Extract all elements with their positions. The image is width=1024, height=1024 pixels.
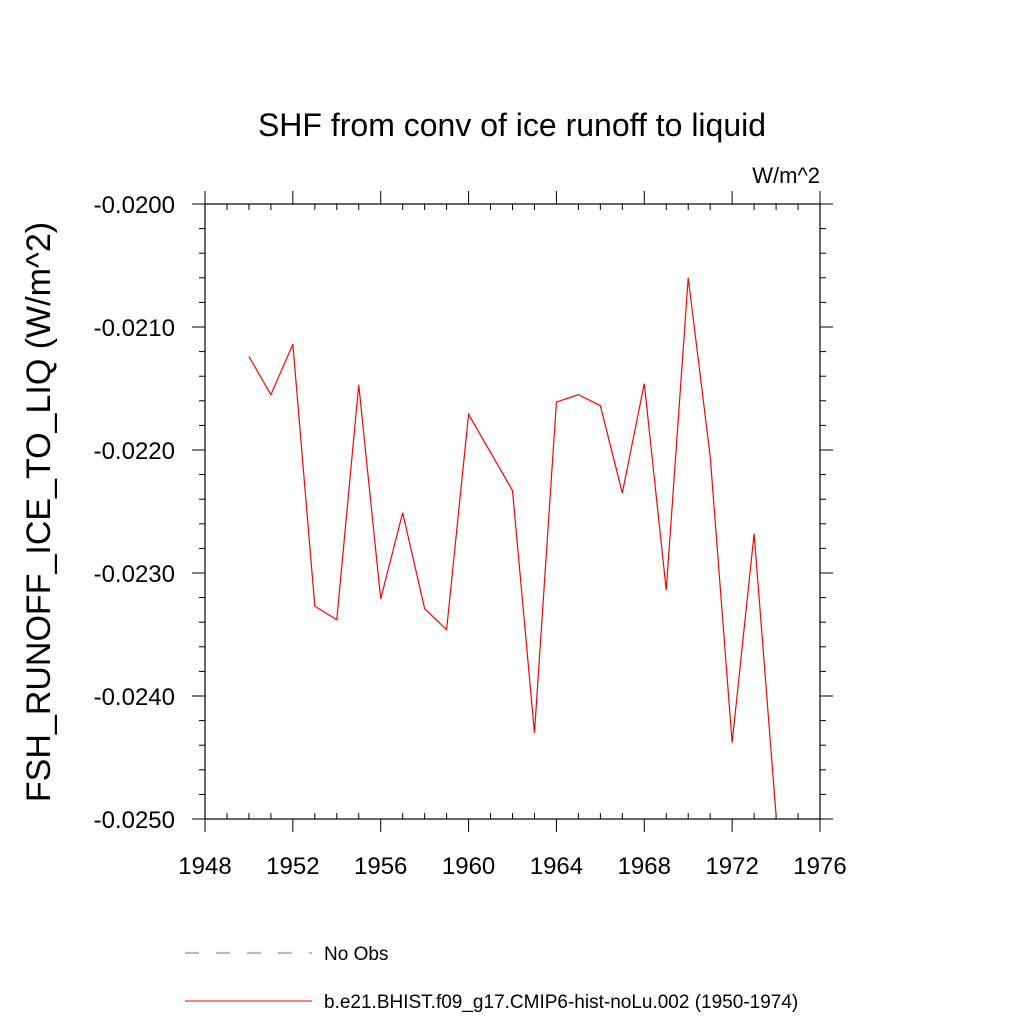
x-tick-label: 1972 <box>705 853 758 880</box>
x-tick-label: 1956 <box>354 853 407 880</box>
y-tick-label: -0.0230 <box>94 561 175 588</box>
y-tick-label: -0.0220 <box>94 438 175 465</box>
x-tick-label: 1952 <box>266 853 319 880</box>
y-tick-label: -0.0240 <box>94 684 175 711</box>
x-tick-label: 1964 <box>530 853 583 880</box>
x-tick-label: 1948 <box>178 853 231 880</box>
chart-title: SHF from conv of ice runoff to liquid <box>258 107 766 143</box>
y-tick-label: -0.0210 <box>94 315 175 342</box>
series-line <box>248 277 777 816</box>
y-axis-label: FSH_RUNOFF_ICE_TO_LIQ (W/m^2) <box>20 222 58 802</box>
axis-ticks <box>192 191 833 832</box>
x-tick-label: 1960 <box>442 853 495 880</box>
plot-frame <box>204 203 821 820</box>
x-tick-label: 1968 <box>618 853 671 880</box>
y-tick-labels: -0.0200 -0.0210 -0.0220 -0.0230 -0.0240 -0.02… <box>94 192 175 834</box>
legend-no-obs-label: No Obs <box>324 944 388 965</box>
series-layer <box>248 277 777 816</box>
y-tick-label: -0.0250 <box>94 807 175 834</box>
legend: No Obs b.e21.BHIST.f09_g17.CMIP6-hist-no… <box>185 944 798 1013</box>
units-label: W/m^2 <box>752 163 820 188</box>
legend-series-label: b.e21.BHIST.f09_g17.CMIP6-hist-noLu.002 … <box>324 992 798 1013</box>
x-tick-labels: 1948 1952 1956 1960 1964 1968 1972 1976 <box>178 853 846 880</box>
y-tick-label: -0.0200 <box>94 192 175 219</box>
x-tick-label: 1976 <box>793 853 846 880</box>
